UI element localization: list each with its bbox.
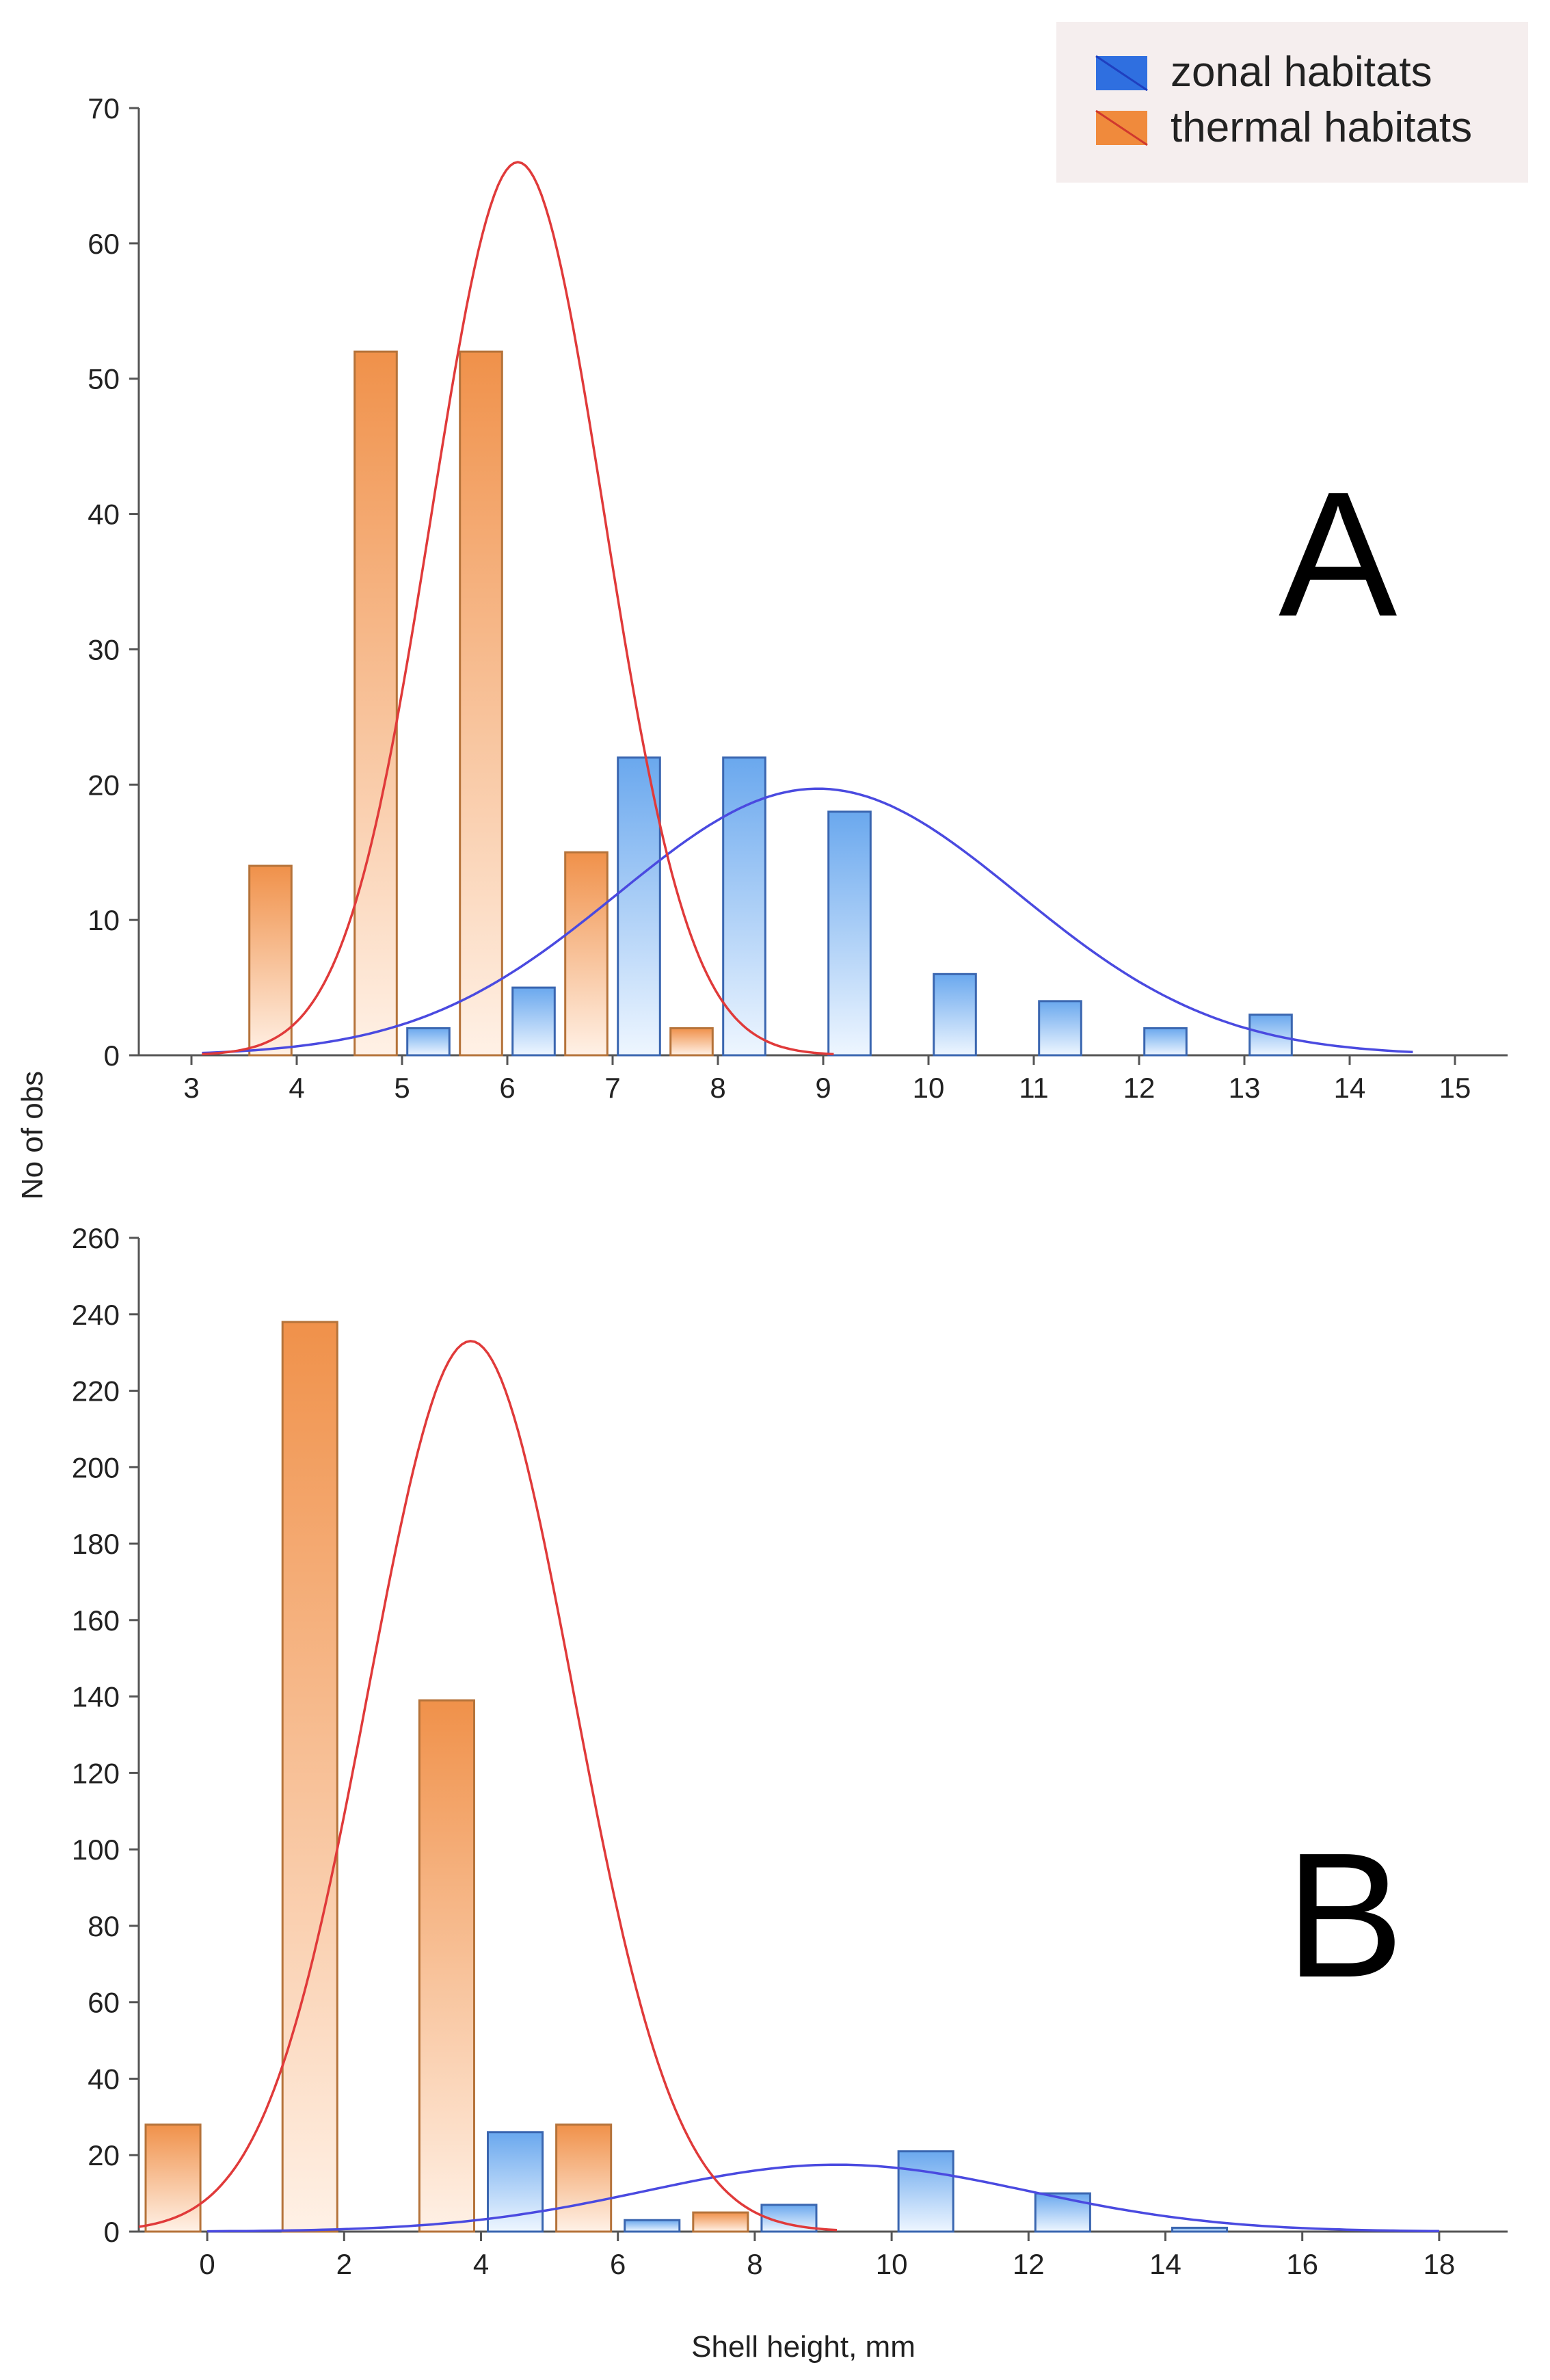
y-tick-label-b: 20 bbox=[88, 2139, 120, 2171]
bar-zonal-a bbox=[617, 756, 661, 1057]
y-tick-label-b: 220 bbox=[72, 1375, 120, 1407]
bar-zonal-b bbox=[1171, 2226, 1229, 2233]
fit-curve-thermal-b bbox=[138, 1340, 838, 2232]
legend-background bbox=[1056, 22, 1528, 183]
x-tick-label-a: 13 bbox=[1229, 1072, 1261, 1104]
x-tick-label-a: 9 bbox=[815, 1072, 831, 1104]
x-tick-label-b: 16 bbox=[1286, 2248, 1318, 2280]
legend-label-zonal: zonal habitats bbox=[1171, 49, 1432, 96]
x-tick-label-b: 0 bbox=[199, 2248, 215, 2280]
x-tick-label-a: 12 bbox=[1123, 1072, 1155, 1104]
x-tick-label-a: 14 bbox=[1334, 1072, 1366, 1104]
bar-thermal-a bbox=[248, 864, 293, 1057]
legend-item-zonal: zonal habitats bbox=[1095, 49, 1432, 96]
y-tick-label-a: 60 bbox=[88, 228, 120, 260]
x-tick-label-a: 8 bbox=[710, 1072, 725, 1104]
y-tick-label-b: 240 bbox=[72, 1299, 120, 1331]
x-tick-label-b: 8 bbox=[747, 2248, 762, 2280]
y-tick-label-b: 60 bbox=[88, 1987, 120, 2019]
y-tick-label-b: 180 bbox=[72, 1528, 120, 1560]
bar-zonal-a bbox=[722, 756, 766, 1057]
y-tick-label-a: 20 bbox=[88, 769, 120, 801]
chart-panel-a: 0 10 20 30 40 50 60 70 3 4 5 6 7 8 9 10 11 12 13 14 15 bbox=[88, 92, 1508, 1104]
legend-item-thermal: thermal habitats bbox=[1095, 104, 1472, 151]
bar-thermal-b bbox=[281, 1321, 338, 2233]
bar-thermal-b bbox=[555, 2124, 613, 2233]
y-tick-label-b: 120 bbox=[72, 1757, 120, 1789]
legend-swatch-zonal-line bbox=[1095, 55, 1148, 92]
y-tick-label-a: 0 bbox=[104, 1040, 120, 1072]
bar-zonal-a bbox=[406, 1027, 451, 1057]
x-tick-label-a: 3 bbox=[183, 1072, 199, 1104]
fit-curve-zonal-a bbox=[202, 787, 1413, 1055]
bar-thermal-a bbox=[564, 851, 609, 1057]
legend: zonal habitats thermal habitats bbox=[1056, 22, 1528, 183]
bar-thermal-a bbox=[353, 350, 398, 1057]
bar-thermal-a bbox=[459, 350, 503, 1057]
x-tick-label-a: 4 bbox=[289, 1072, 304, 1104]
legend-label-thermal: thermal habitats bbox=[1171, 104, 1472, 151]
x-tick-label-b: 10 bbox=[876, 2248, 908, 2280]
y-tick-label-a: 70 bbox=[88, 92, 120, 124]
fit-curve-zonal-b bbox=[207, 2163, 1439, 2233]
fit-curve-thermal-a bbox=[202, 161, 834, 1056]
x-axis-title: Shell height, mm bbox=[691, 2330, 916, 2364]
bar-thermal-b bbox=[692, 2211, 749, 2233]
panel-label-a: A bbox=[1279, 455, 1398, 654]
bar-zonal-a bbox=[1143, 1027, 1188, 1057]
bar-zonal-a bbox=[511, 986, 556, 1057]
bar-zonal-a bbox=[827, 810, 872, 1057]
x-tick-label-b: 18 bbox=[1424, 2248, 1456, 2280]
y-tick-label-b: 100 bbox=[72, 1834, 120, 1866]
bar-zonal-b bbox=[624, 2219, 681, 2233]
y-tick-label-b: 200 bbox=[72, 1451, 120, 1483]
y-tick-label-a: 40 bbox=[88, 499, 120, 531]
y-tick-label-b: 260 bbox=[72, 1222, 120, 1254]
x-tick-label-a: 10 bbox=[913, 1072, 945, 1104]
bar-thermal-b bbox=[418, 1699, 475, 2233]
bar-zonal-a bbox=[1038, 1000, 1082, 1057]
y-tick-label-b: 40 bbox=[88, 2063, 120, 2095]
x-tick-label-a: 11 bbox=[1019, 1072, 1049, 1104]
y-tick-label-b: 160 bbox=[72, 1604, 120, 1637]
y-tick-label-a: 30 bbox=[88, 633, 120, 665]
bar-zonal-b bbox=[897, 2150, 954, 2233]
y-tick-label-b: 80 bbox=[88, 1910, 120, 1942]
x-tick-label-b: 6 bbox=[610, 2248, 626, 2280]
x-tick-label-b: 4 bbox=[473, 2248, 489, 2280]
x-tick-label-b: 12 bbox=[1013, 2248, 1045, 2280]
x-tick-label-a: 5 bbox=[394, 1072, 410, 1104]
y-tick-label-b: 140 bbox=[72, 1681, 120, 1713]
chart-panel-b: 0 20 40 60 80 100 120 140 160 180 200 220 240 260 0 2 4 6… bbox=[72, 1222, 1508, 2280]
bar-thermal-a bbox=[669, 1027, 714, 1057]
y-tick-label-a: 10 bbox=[88, 904, 120, 936]
x-tick-label-b: 2 bbox=[336, 2248, 352, 2280]
x-tick-label-a: 15 bbox=[1439, 1072, 1471, 1104]
y-tick-label-a: 50 bbox=[88, 363, 120, 395]
bar-zonal-a bbox=[933, 973, 977, 1057]
x-tick-label-b: 14 bbox=[1149, 2248, 1181, 2280]
panel-label-b: B bbox=[1285, 1816, 1404, 2015]
legend-swatch-thermal-line bbox=[1095, 109, 1148, 146]
y-axis-title: No of obs bbox=[16, 1071, 49, 1200]
x-tick-label-a: 7 bbox=[604, 1072, 620, 1104]
bar-thermal-b bbox=[144, 2124, 202, 2233]
y-tick-label-b: 0 bbox=[104, 2216, 120, 2248]
bar-zonal-b bbox=[1034, 2192, 1091, 2233]
x-tick-label-a: 6 bbox=[499, 1072, 515, 1104]
